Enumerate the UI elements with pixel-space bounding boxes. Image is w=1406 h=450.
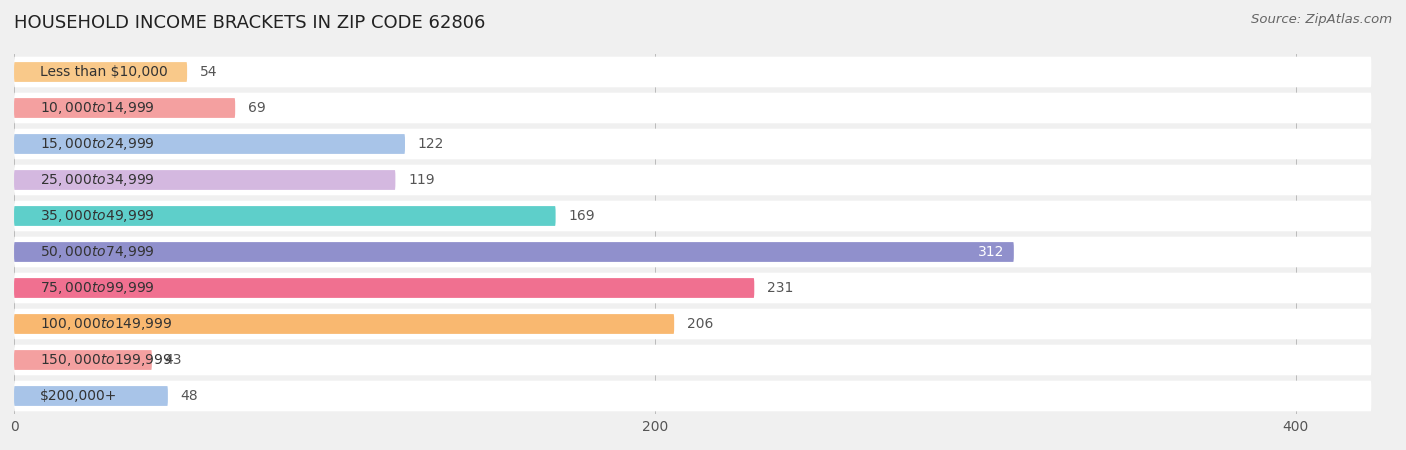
- FancyBboxPatch shape: [14, 273, 1371, 303]
- Text: $25,000 to $34,999: $25,000 to $34,999: [39, 172, 155, 188]
- FancyBboxPatch shape: [14, 386, 167, 406]
- FancyBboxPatch shape: [14, 93, 1371, 123]
- Text: 231: 231: [768, 281, 793, 295]
- Text: $150,000 to $199,999: $150,000 to $199,999: [39, 352, 172, 368]
- FancyBboxPatch shape: [14, 206, 555, 226]
- Text: Source: ZipAtlas.com: Source: ZipAtlas.com: [1251, 14, 1392, 27]
- Text: $35,000 to $49,999: $35,000 to $49,999: [39, 208, 155, 224]
- FancyBboxPatch shape: [14, 98, 235, 118]
- Text: 169: 169: [568, 209, 595, 223]
- FancyBboxPatch shape: [14, 57, 1371, 87]
- FancyBboxPatch shape: [14, 242, 1014, 262]
- Text: $100,000 to $149,999: $100,000 to $149,999: [39, 316, 172, 332]
- Text: 69: 69: [247, 101, 266, 115]
- Text: $15,000 to $24,999: $15,000 to $24,999: [39, 136, 155, 152]
- Text: 206: 206: [688, 317, 713, 331]
- FancyBboxPatch shape: [14, 129, 1371, 159]
- Text: 122: 122: [418, 137, 444, 151]
- Text: 312: 312: [977, 245, 1004, 259]
- Text: 43: 43: [165, 353, 183, 367]
- Text: $75,000 to $99,999: $75,000 to $99,999: [39, 280, 155, 296]
- Text: HOUSEHOLD INCOME BRACKETS IN ZIP CODE 62806: HOUSEHOLD INCOME BRACKETS IN ZIP CODE 62…: [14, 14, 485, 32]
- FancyBboxPatch shape: [14, 309, 1371, 339]
- Text: 119: 119: [408, 173, 434, 187]
- FancyBboxPatch shape: [14, 350, 152, 370]
- Text: $50,000 to $74,999: $50,000 to $74,999: [39, 244, 155, 260]
- Text: 54: 54: [200, 65, 218, 79]
- FancyBboxPatch shape: [14, 314, 673, 334]
- FancyBboxPatch shape: [14, 345, 1371, 375]
- FancyBboxPatch shape: [14, 278, 754, 298]
- Text: $200,000+: $200,000+: [39, 389, 117, 403]
- FancyBboxPatch shape: [14, 165, 1371, 195]
- FancyBboxPatch shape: [14, 237, 1371, 267]
- FancyBboxPatch shape: [14, 201, 1371, 231]
- Text: $10,000 to $14,999: $10,000 to $14,999: [39, 100, 155, 116]
- FancyBboxPatch shape: [14, 62, 187, 82]
- FancyBboxPatch shape: [14, 134, 405, 154]
- Text: Less than $10,000: Less than $10,000: [39, 65, 167, 79]
- FancyBboxPatch shape: [14, 170, 395, 190]
- FancyBboxPatch shape: [14, 381, 1371, 411]
- Text: 48: 48: [181, 389, 198, 403]
